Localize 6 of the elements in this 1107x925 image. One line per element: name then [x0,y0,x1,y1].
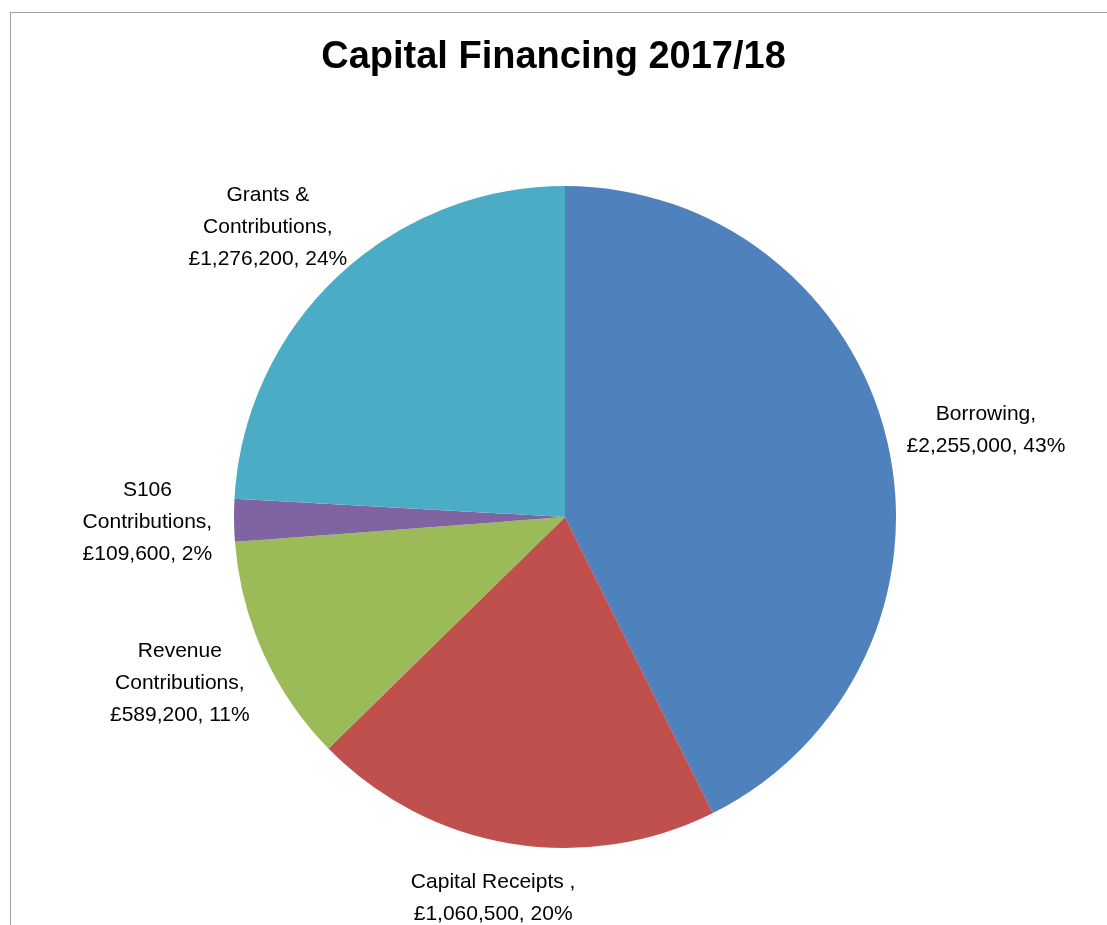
slice-label: Borrowing, £2,255,000, 43% [905,399,1067,458]
slice-label: S106 Contributions, £109,600, 2% [81,476,214,566]
slice-label: Revenue Contributions, £589,200, 11% [109,637,251,728]
slice-label: Capital Receipts , £1,060,500, 20% [409,867,577,925]
chart-title: Capital Financing 2017/18 [321,34,786,77]
slice-label: Grants & Contributions, £1,276,200, 24% [187,180,349,271]
